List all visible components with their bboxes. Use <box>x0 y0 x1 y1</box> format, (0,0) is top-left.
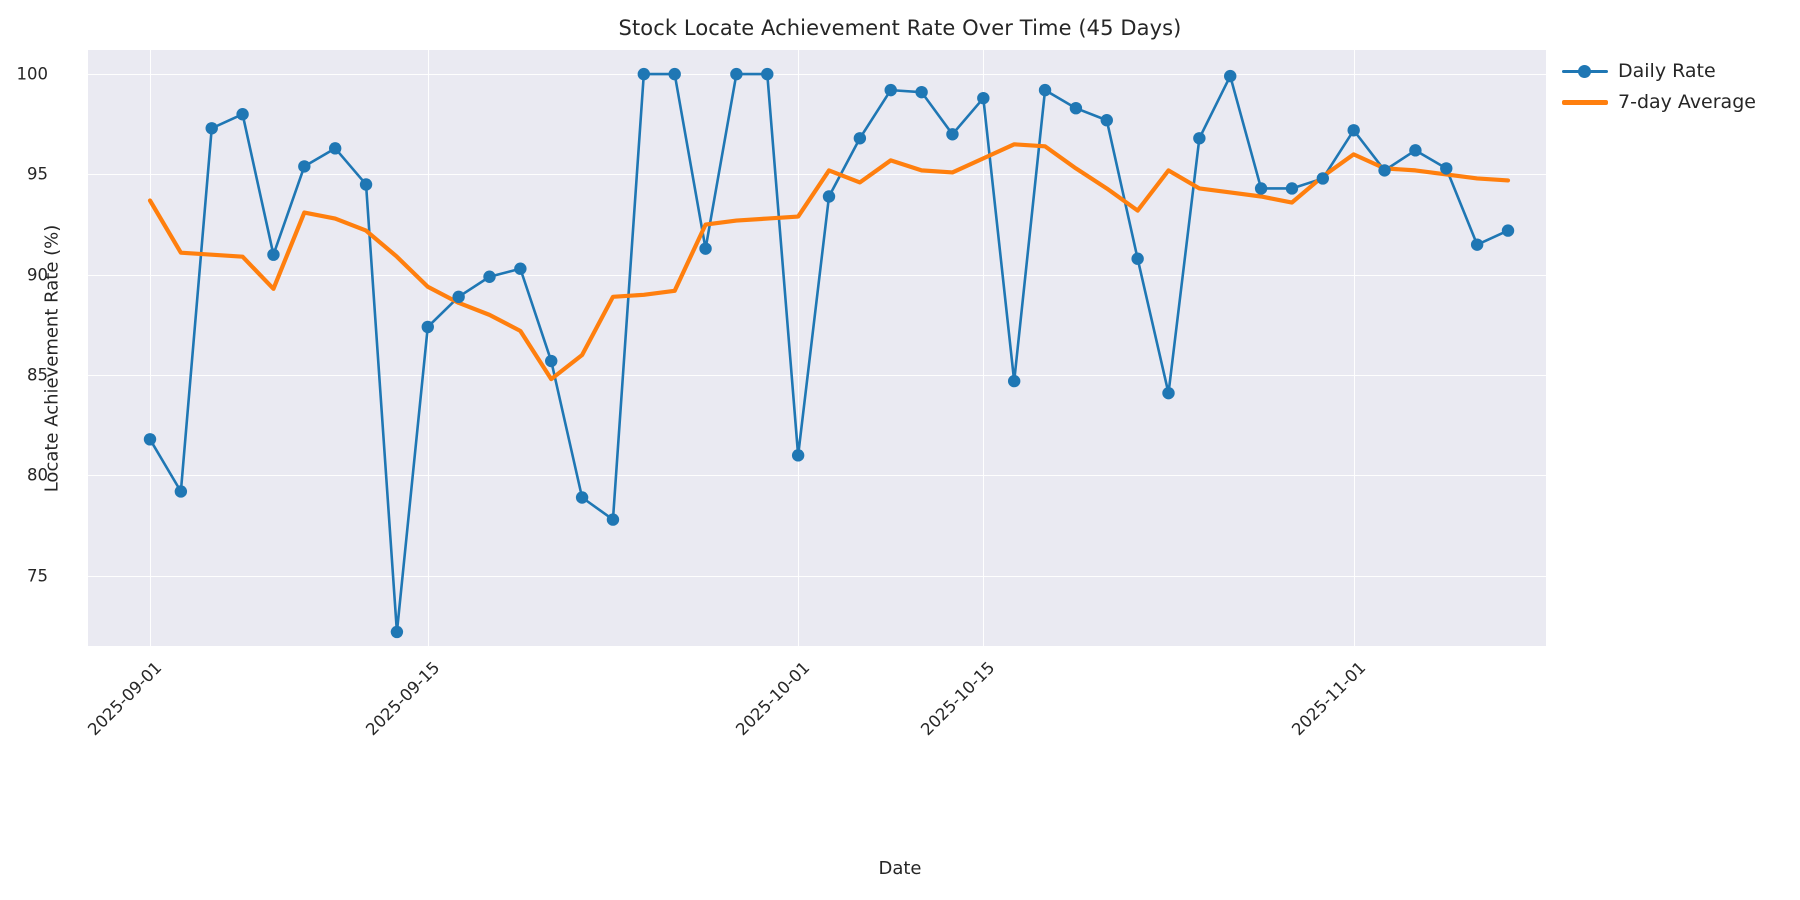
grid-line-vertical <box>983 50 985 646</box>
data-point-marker <box>606 513 620 526</box>
data-point-marker <box>977 91 990 105</box>
x-tick-label: 2025-11-01 <box>1287 658 1370 740</box>
data-point-marker <box>668 67 681 81</box>
legend-item[interactable]: Daily Rate <box>1562 60 1756 82</box>
data-point-marker <box>267 248 280 261</box>
data-point-marker <box>822 190 836 203</box>
x-tick-label: 2025-10-15 <box>917 658 999 740</box>
data-point-marker <box>915 85 928 99</box>
grid-line-horizontal <box>88 74 1546 76</box>
legend-swatch-icon <box>1562 62 1608 80</box>
legend-label: 7-day Average <box>1618 91 1756 113</box>
grid-line-vertical <box>427 50 429 646</box>
data-point-marker <box>1224 69 1237 83</box>
data-point-marker <box>946 128 959 141</box>
grid-line-horizontal <box>88 575 1546 577</box>
data-point-marker <box>1347 124 1360 137</box>
grid-line-horizontal <box>88 174 1546 176</box>
data-point-marker <box>452 290 465 304</box>
y-tick-label: 100 <box>16 64 49 84</box>
y-tick-label: 80 <box>27 465 48 485</box>
data-point-marker <box>853 132 867 145</box>
data-point-marker <box>390 625 404 639</box>
data-point-marker <box>328 142 342 155</box>
plot-area <box>88 50 1546 646</box>
data-point-marker <box>298 160 311 173</box>
data-point-marker <box>236 108 249 121</box>
grid-line-horizontal <box>88 475 1546 477</box>
legend-label: Daily Rate <box>1618 60 1716 82</box>
chart-legend: Daily Rate 7-day Average <box>1556 54 1766 119</box>
data-point-marker <box>514 262 527 275</box>
y-tick-label: 85 <box>27 365 48 385</box>
x-tick-label: 2025-10-01 <box>732 658 814 740</box>
data-point-marker <box>1069 101 1083 115</box>
series-line-7-day-average <box>147 142 1511 382</box>
data-point-marker <box>699 242 712 255</box>
data-point-marker <box>483 270 496 283</box>
data-point-marker <box>1193 132 1206 145</box>
data-point-marker <box>761 67 774 81</box>
data-point-marker <box>791 449 805 462</box>
data-point-marker <box>1100 114 1113 127</box>
grid-line-horizontal <box>88 375 1546 377</box>
legend-swatch-icon <box>1562 93 1608 111</box>
data-point-marker <box>359 178 373 191</box>
data-point-marker <box>1254 182 1268 195</box>
data-point-marker <box>421 320 434 334</box>
data-point-marker <box>1440 162 1453 175</box>
data-point-marker <box>1501 224 1515 237</box>
y-tick-label: 75 <box>27 566 48 586</box>
series-line-daily-rate <box>148 72 1510 634</box>
legend-item[interactable]: 7-day Average <box>1562 91 1756 113</box>
data-point-marker <box>1378 164 1391 177</box>
data-point-marker <box>174 485 188 498</box>
data-point-marker <box>1038 83 1052 97</box>
data-point-marker <box>575 491 589 504</box>
x-tick-label: 2025-09-01 <box>84 658 166 740</box>
data-point-marker <box>205 122 218 135</box>
series-canvas <box>143 67 1515 639</box>
data-point-marker <box>1316 172 1330 185</box>
data-point-marker <box>637 67 651 81</box>
data-point-marker <box>143 433 157 446</box>
data-point-marker <box>1131 252 1144 265</box>
data-point-marker <box>1409 144 1422 157</box>
y-tick-label: 95 <box>27 164 48 184</box>
data-point-marker <box>545 354 558 368</box>
grid-line-vertical <box>150 50 151 646</box>
grid-line-vertical <box>1353 50 1355 646</box>
grid-line-horizontal <box>88 274 1546 276</box>
data-point-marker <box>1007 374 1021 388</box>
chart-title: Stock Locate Achievement Rate Over Time … <box>618 16 1182 40</box>
y-tick-label: 90 <box>27 265 48 285</box>
data-point-marker <box>884 83 897 97</box>
data-point-marker <box>730 67 743 81</box>
grid-line-vertical <box>798 50 800 646</box>
x-axis-label: Date <box>878 858 922 879</box>
data-point-marker <box>1162 386 1175 400</box>
x-tick-label: 2025-09-15 <box>361 658 444 740</box>
data-point-marker <box>1470 238 1484 251</box>
data-point-marker <box>1285 182 1299 195</box>
